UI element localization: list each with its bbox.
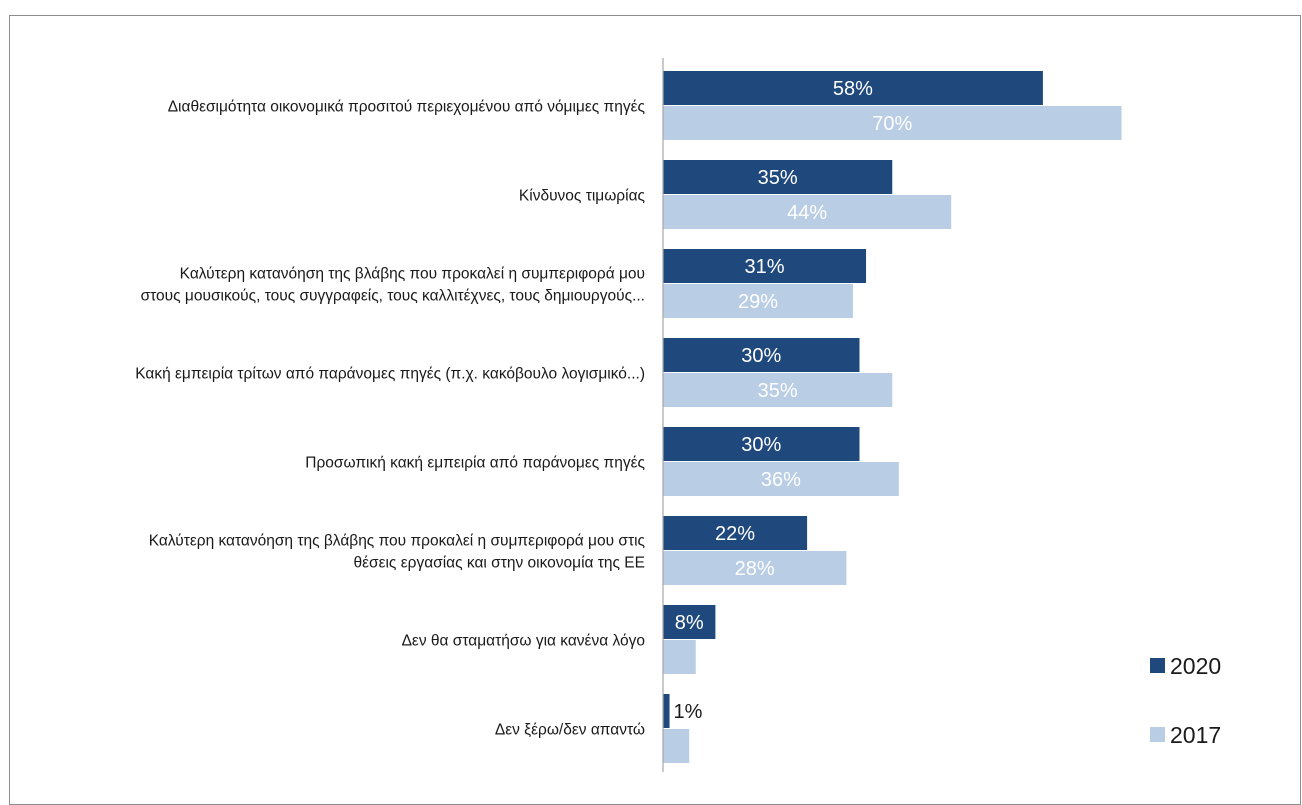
category-label-3-line-2: στους μουσικούς, τους συγγραφείς, τους κ…	[141, 288, 645, 305]
bar-2017-8	[663, 729, 690, 763]
bar-2017-3	[663, 284, 853, 318]
bar-2017-6	[663, 551, 847, 585]
category-label-2: Κίνδυνος τιμωρίας	[519, 188, 645, 205]
category-label-4: Κακή εμπειρία τρίτων από παράνομες πηγές…	[135, 366, 645, 383]
value-label-2020-8: 1%	[674, 701, 703, 723]
bar-2020-4	[663, 338, 860, 372]
value-label-2020-4: 30%	[741, 345, 781, 367]
category-label-8: Δεν ξέρω/δεν απαντώ	[495, 722, 645, 739]
value-label-2020-6: 22%	[715, 523, 755, 545]
bar-2020-6	[663, 516, 808, 550]
category-label-6-line-1: Καλύτερη κατανόηση της βλάβης που προκαλ…	[149, 533, 645, 550]
value-label-2017-7: 5%	[700, 647, 729, 669]
bar-2017-4	[663, 373, 893, 407]
bar-2020-5	[663, 427, 860, 461]
bar-2020-3	[663, 249, 867, 283]
bar-2017-2	[663, 195, 952, 229]
value-label-2017-6: 28%	[735, 558, 775, 580]
value-label-2017-2: 44%	[787, 202, 827, 224]
category-label-3-line-1: Καλύτερη κατανόηση της βλάβης που προκαλ…	[180, 266, 645, 283]
value-label-2017-8: 4%	[693, 736, 722, 758]
value-label-2020-3: 31%	[745, 256, 785, 278]
legend-label-2017: 2017	[1170, 722, 1221, 748]
category-label-6-line-2: θέσεις εργασίας και στην οικονομία της Ε…	[353, 555, 645, 572]
category-label-7: Δεν θα σταματήσω για κανένα λόγο	[402, 633, 645, 650]
legend-swatch-2020	[1150, 658, 1165, 673]
bar-2017-5	[663, 462, 899, 496]
bar-2017-1	[663, 106, 1122, 140]
category-label-5: Προσωπική κακή εμπειρία από παράνομες πη…	[305, 455, 645, 472]
value-label-2020-2: 35%	[758, 167, 798, 189]
bar-2020-8	[663, 694, 670, 728]
legend-swatch-2017	[1150, 727, 1165, 742]
value-label-2020-7: 8%	[675, 612, 704, 634]
legend-label-2020: 2020	[1170, 653, 1221, 679]
bar-2020-1	[663, 71, 1043, 105]
value-label-2017-4: 35%	[758, 380, 798, 402]
bar-2017-7	[663, 640, 696, 674]
category-label-1: Διαθεσιμότητα οικονομικά προσιτού περιεχ…	[168, 99, 645, 116]
value-label-2017-5: 36%	[761, 469, 801, 491]
value-label-2017-1: 70%	[872, 113, 912, 135]
value-label-2020-5: 30%	[741, 434, 781, 456]
value-label-2017-3: 29%	[738, 291, 778, 313]
bar-2020-2	[663, 160, 893, 194]
bar-2020-7	[663, 605, 716, 639]
value-label-2020-1: 58%	[833, 78, 873, 100]
